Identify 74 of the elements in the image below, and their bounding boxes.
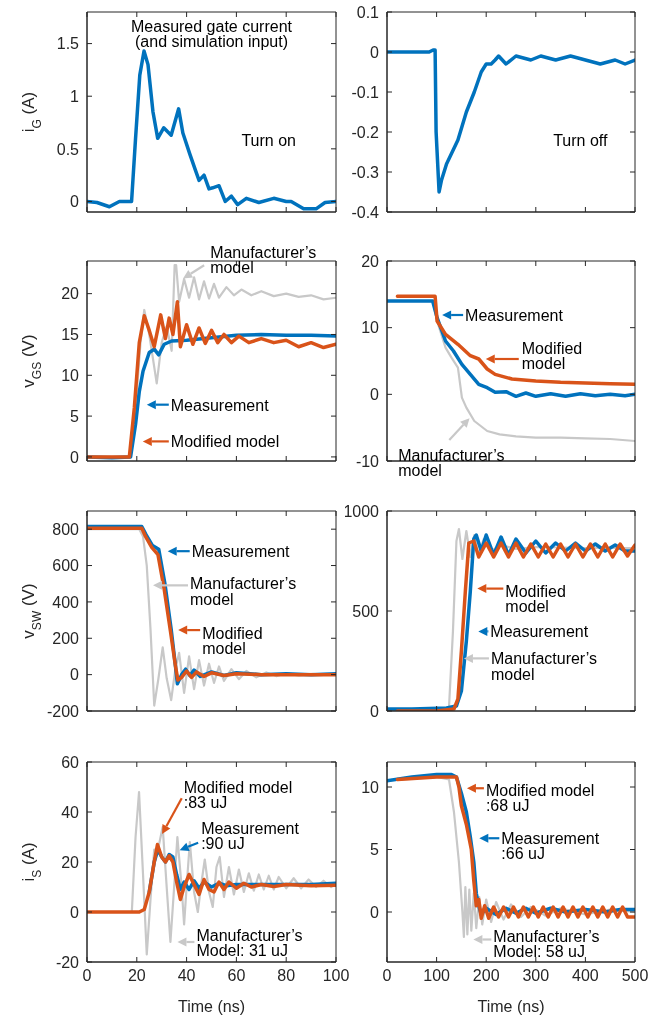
y-tick-label: -0.1 — [351, 83, 380, 101]
y-tick-label: 10 — [61, 366, 80, 384]
x-tick-label: 60 — [227, 967, 246, 985]
annotation: Manufacturer’s Model: 58 uJ — [493, 927, 600, 960]
y-tick-label: 0 — [370, 702, 380, 720]
y-tick-label: 0 — [70, 666, 80, 684]
y-tick-label: 1 — [70, 87, 80, 105]
y-tick-label: 0.5 — [56, 140, 80, 158]
y-tick-label: 800 — [52, 520, 80, 538]
x-axis-title: Time (ns) — [178, 998, 245, 1015]
annotation: Measurement — [490, 622, 589, 640]
y-tick-label: 600 — [52, 557, 80, 575]
y-tick-label: 0 — [70, 903, 80, 921]
line-series — [387, 299, 635, 399]
y-tick-label: 0.1 — [356, 3, 380, 21]
x-tick-label: 20 — [127, 967, 146, 985]
y-tick-label: 10 — [361, 319, 380, 337]
annotation: Manufacturer’s Model: 31 uJ — [196, 926, 303, 959]
x-axis-title: Time (ns) — [477, 998, 545, 1015]
annotation: Modified model :68 uJ — [485, 781, 595, 814]
annotation: Measurement :66 uJ — [501, 829, 600, 862]
annotation: Measurement — [170, 396, 270, 414]
annotation: Modified model — [202, 624, 263, 657]
annotation: Turn off — [553, 131, 608, 149]
annotation: Manufacturer’s model — [190, 574, 297, 608]
annotation: Manufacturer’s model — [490, 649, 598, 683]
annotation: Measured gate current (and simulation input) — [131, 17, 293, 50]
y-tick-label: 10 — [361, 778, 380, 796]
y-tick-label: 20 — [61, 853, 80, 871]
x-tick-label: 0 — [382, 967, 392, 985]
y-tick-label: 500 — [352, 602, 380, 620]
x-tick-label: 40 — [177, 967, 196, 985]
annotation: Measurement :90 uJ — [201, 819, 300, 852]
annotation: Modified model — [521, 339, 583, 372]
y-tick-label: 0 — [70, 448, 80, 466]
annotation: Manufacturer’s model — [398, 446, 505, 479]
y-tick-label: 0 — [370, 386, 380, 404]
y-tick-label: 60 — [61, 753, 80, 771]
x-tick-label: 0 — [82, 967, 92, 985]
y-tick-label: 20 — [361, 252, 380, 270]
x-tick-label: 80 — [277, 967, 296, 985]
x-tick-label: 100 — [322, 967, 350, 985]
x-tick-label: 500 — [621, 967, 649, 985]
y-tick-label: 40 — [61, 803, 80, 821]
x-tick-label: 100 — [423, 967, 451, 985]
y-tick-label: -0.4 — [351, 203, 380, 221]
annotation: Measurement — [465, 306, 564, 324]
y-tick-label: 1000 — [343, 502, 380, 520]
y-tick-label: -0.2 — [351, 123, 380, 141]
annotation: Modified model — [170, 432, 280, 450]
y-tick-label: -10 — [355, 452, 380, 470]
y-tick-label: 5 — [70, 407, 80, 425]
annotation: Measurement — [191, 542, 291, 560]
y-tick-label: 1.5 — [56, 35, 80, 53]
x-tick-label: 400 — [572, 967, 599, 985]
y-tick-label: -20 — [55, 953, 80, 971]
y-tick-label: 400 — [52, 593, 80, 611]
y-tick-label: 0 — [370, 903, 380, 921]
annotation: Turn on — [241, 131, 296, 149]
y-tick-label: -0.3 — [351, 163, 380, 181]
y-tick-label: 200 — [52, 629, 80, 647]
y-tick-label: 20 — [61, 285, 80, 303]
line-series — [395, 294, 635, 387]
x-tick-label: 200 — [472, 967, 500, 985]
y-tick-label: -200 — [46, 702, 80, 720]
y-tick-label: 0 — [370, 43, 380, 61]
y-tick-label: 0 — [70, 193, 80, 211]
y-tick-label: 15 — [61, 326, 80, 344]
line-series — [387, 48, 635, 194]
annotation: Modified model :83 uJ — [183, 778, 293, 811]
y-tick-label: 5 — [370, 841, 380, 859]
x-tick-label: 300 — [522, 967, 550, 985]
annotation: Manufacturer’s model — [210, 243, 317, 276]
annotation: Modified model — [505, 582, 566, 615]
